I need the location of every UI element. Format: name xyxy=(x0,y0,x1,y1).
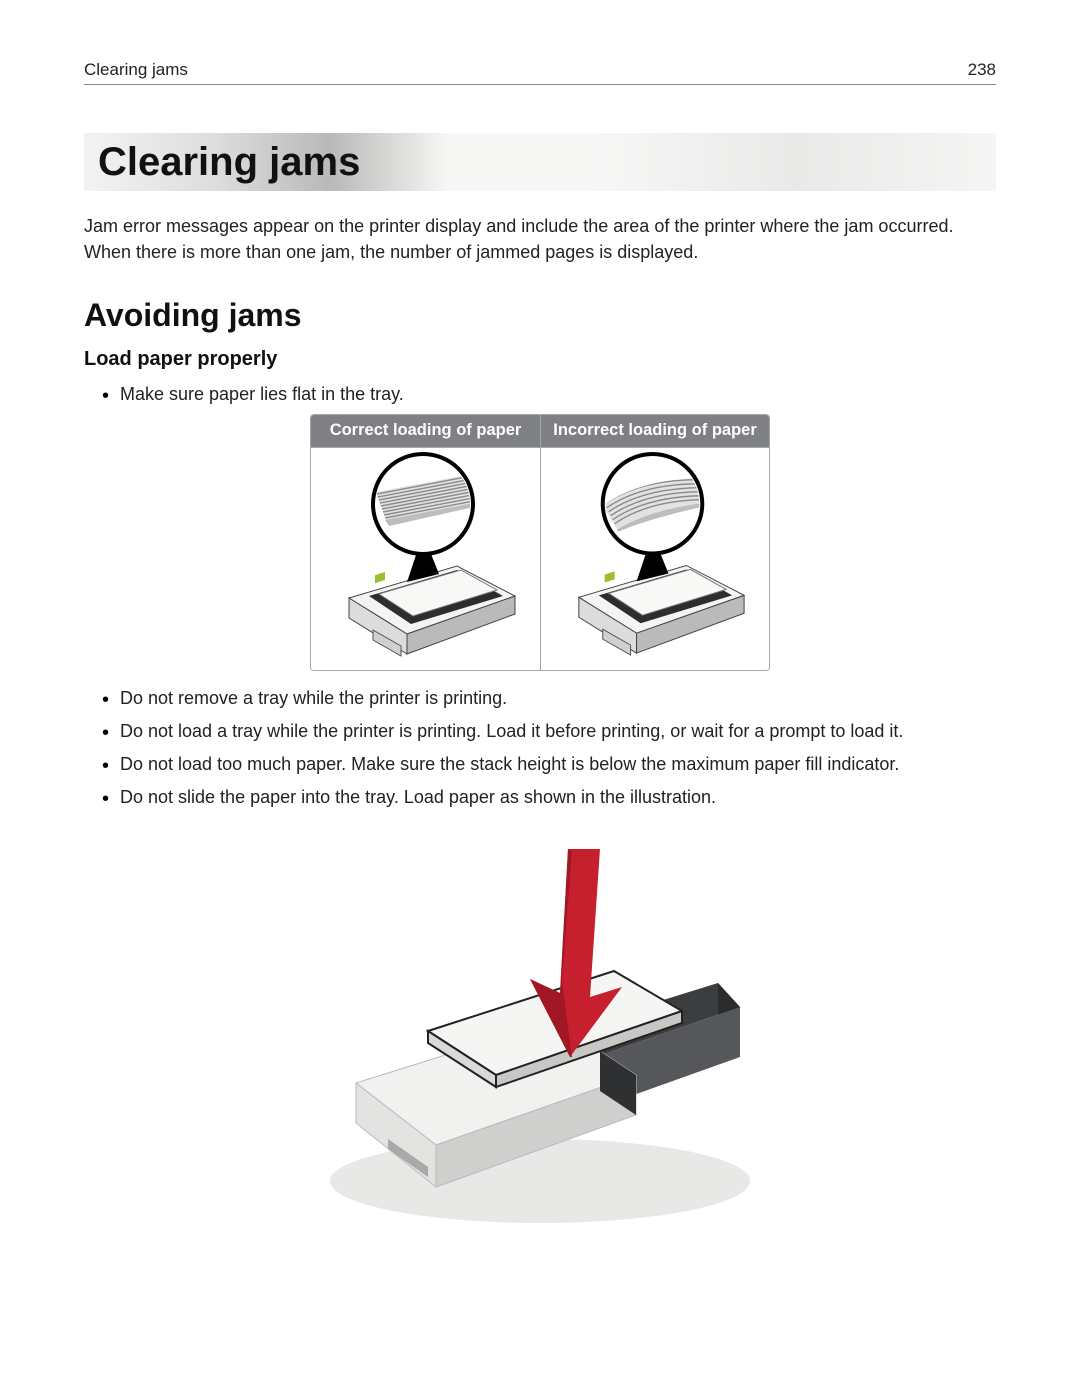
comparison-column-correct: Correct loading of paper xyxy=(311,415,540,670)
bullet-list-top: Make sure paper lies flat in the tray. xyxy=(84,381,996,408)
running-header: Clearing jams 238 xyxy=(84,60,996,85)
list-item: Do not slide the paper into the tray. Lo… xyxy=(102,784,996,811)
section-heading: Avoiding jams xyxy=(84,297,996,334)
comparison-header-correct: Correct loading of paper xyxy=(311,415,540,448)
subsection-heading: Load paper properly xyxy=(84,348,996,371)
running-header-page: 238 xyxy=(968,60,996,80)
chapter-title-bar: Clearing jams xyxy=(84,133,996,191)
bullet-list-bottom: Do not remove a tray while the printer i… xyxy=(84,685,996,811)
chapter-title: Clearing jams xyxy=(98,140,360,185)
list-item: Do not load a tray while the printer is … xyxy=(102,718,996,745)
loading-illustration xyxy=(84,821,996,1241)
comparison-table: Correct loading of paper xyxy=(84,414,996,671)
list-item: Do not load too much paper. Make sure th… xyxy=(102,751,996,778)
running-header-section: Clearing jams xyxy=(84,60,188,80)
comparison-image-correct xyxy=(311,448,540,670)
comparison-header-incorrect: Incorrect loading of paper xyxy=(541,415,769,448)
comparison-column-incorrect: Incorrect loading of paper xyxy=(540,415,769,670)
intro-paragraph: Jam error messages appear on the printer… xyxy=(84,213,996,265)
list-item: Make sure paper lies flat in the tray. xyxy=(102,381,996,408)
comparison-image-incorrect xyxy=(541,448,769,670)
list-item: Do not remove a tray while the printer i… xyxy=(102,685,996,712)
